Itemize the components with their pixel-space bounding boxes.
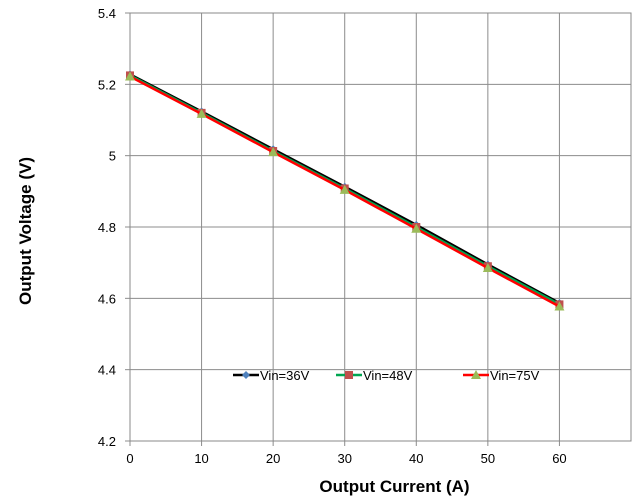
legend-item: Vin=48V (336, 368, 413, 383)
legend-item: Vin=75V (463, 368, 540, 383)
legend-marker (345, 371, 353, 379)
grid-lines (125, 12, 632, 446)
data-point (196, 108, 207, 118)
data-point (268, 147, 279, 157)
legend-marker (471, 370, 481, 379)
data-point (411, 223, 422, 233)
x-tick-label: 20 (266, 451, 280, 466)
x-axis-ticks: 0 10 20 30 40 50 60 (126, 451, 566, 466)
y-tick-label: 4.8 (98, 220, 116, 235)
y-tick-label: 4.6 (98, 291, 116, 306)
x-tick-label: 60 (552, 451, 566, 466)
legend-label: Vin=36V (260, 368, 310, 383)
x-tick-label: 50 (481, 451, 495, 466)
y-tick-label: 4.4 (98, 363, 116, 378)
x-axis-label: Output Current (A) (319, 477, 469, 496)
x-tick-label: 30 (337, 451, 351, 466)
plot-area (129, 12, 632, 442)
legend-label: Vin=75V (490, 368, 540, 383)
legend-marker (242, 371, 250, 379)
x-tick-label: 0 (126, 451, 133, 466)
data-point (339, 184, 350, 194)
legend-item: Vin=36V (233, 368, 310, 383)
y-tick-label: 5 (109, 149, 116, 164)
y-axis-ticks: 4.2 4.4 4.6 4.8 5 5.2 5.4 (98, 6, 116, 449)
x-tick-label: 10 (194, 451, 208, 466)
data-point (482, 263, 493, 273)
legend-label: Vin=48V (363, 368, 413, 383)
y-tick-label: 4.2 (98, 434, 116, 449)
y-tick-label: 5.2 (98, 77, 116, 92)
legend: Vin=36V Vin=48V Vin=75V (233, 368, 540, 383)
x-tick-label: 40 (409, 451, 423, 466)
y-axis-label: Output Voltage (V) (16, 157, 35, 305)
data-point (125, 71, 135, 81)
series-vin-75v (125, 71, 565, 311)
series-group (125, 70, 565, 311)
y-tick-label: 5.4 (98, 6, 116, 21)
data-point (554, 301, 565, 311)
